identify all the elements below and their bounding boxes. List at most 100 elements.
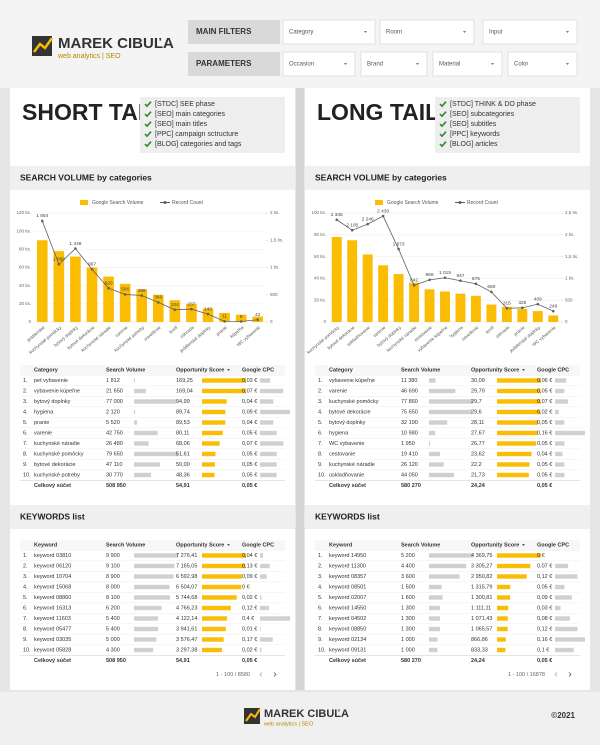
row-index: 6. xyxy=(318,430,323,436)
cell-bar xyxy=(497,462,530,467)
cell-value: 0,05 € xyxy=(242,430,257,436)
point xyxy=(90,267,94,271)
data-label: 11 xyxy=(222,314,227,320)
dropdown[interactable] xyxy=(482,19,578,45)
cell-value: 0,02 € xyxy=(242,595,257,601)
cell-value: 1 300,81 xyxy=(471,595,492,601)
point xyxy=(428,278,431,282)
cell-value: 3 941,61 xyxy=(176,626,197,632)
row-index: 1. xyxy=(318,553,323,559)
bar xyxy=(331,236,342,322)
cell-value: 866,86 xyxy=(471,637,488,643)
pager-next[interactable] xyxy=(273,672,277,677)
column-header: Opportunity Score xyxy=(176,367,224,373)
cell-value: 1 500 xyxy=(401,584,415,590)
point xyxy=(256,318,260,322)
logo-line xyxy=(245,708,261,722)
pager-prev[interactable] xyxy=(259,672,263,677)
dropdown-label: Color xyxy=(514,62,528,68)
legend-label: Record Count xyxy=(172,200,203,206)
bar xyxy=(378,265,389,322)
cell-bar xyxy=(260,553,263,558)
cell-bar xyxy=(497,626,508,632)
y-tick-label: 100 tis. xyxy=(311,210,326,215)
cell-value: 21 650 xyxy=(106,388,123,394)
total-value: 0,05 € xyxy=(242,483,257,489)
column-header: Opportunity Score xyxy=(471,542,519,548)
cell-bar xyxy=(260,409,290,415)
data-label: 224 xyxy=(171,302,179,308)
cell-bar xyxy=(134,626,158,632)
y-tick-label: 0 xyxy=(28,319,31,324)
cell-value: 0,09 € xyxy=(242,574,257,580)
cell-value: 50,00 xyxy=(176,462,190,468)
cell-bar xyxy=(134,399,177,404)
bar xyxy=(470,295,481,322)
dropdown[interactable] xyxy=(360,51,428,77)
cell-value: 1 315,79 xyxy=(471,584,492,590)
y-tick-label: 40 tis. xyxy=(314,276,326,281)
cell-bar xyxy=(429,441,431,446)
pager-prev[interactable] xyxy=(554,672,558,677)
brand: MAREK CIBUĽA xyxy=(264,708,349,720)
point xyxy=(190,307,193,311)
section-title: KEYWORDS list xyxy=(315,511,380,521)
cell-value: 9 900 xyxy=(106,553,120,559)
cell-value: 0,12 € xyxy=(537,626,552,632)
cell-bar xyxy=(202,430,223,436)
cell-value: 0,07 € xyxy=(537,563,552,569)
cell-bar xyxy=(555,584,565,590)
cell-bar xyxy=(202,647,222,653)
point xyxy=(536,302,540,306)
bar xyxy=(103,276,114,322)
cell-value: 169,04 xyxy=(176,388,193,394)
cell-bar xyxy=(134,595,170,600)
cell-bar xyxy=(555,647,574,653)
dropdown-arrow xyxy=(566,63,569,65)
cell-value: 68,06 xyxy=(176,441,190,447)
pager-next[interactable] xyxy=(568,672,572,677)
cell-bar xyxy=(497,553,541,558)
row-index: 7. xyxy=(318,441,323,447)
check-icon xyxy=(439,131,447,138)
total-value: 508 950 xyxy=(106,658,126,664)
cell-value: 0,02 € xyxy=(242,647,257,653)
dropdown[interactable] xyxy=(282,51,356,77)
cell-bar xyxy=(555,378,567,383)
cell-bar xyxy=(260,563,270,569)
row-name: hygiena xyxy=(34,409,54,415)
column-header: Opportunity Score xyxy=(176,542,224,548)
cell-value: 5 400 xyxy=(106,626,120,632)
check-icon xyxy=(144,101,152,108)
legend-swatch xyxy=(375,200,383,205)
bar xyxy=(409,282,420,322)
point xyxy=(239,320,243,323)
dropdown-arrow xyxy=(344,63,347,65)
dropdown[interactable] xyxy=(432,51,503,77)
data-label: 1 673 xyxy=(393,241,405,247)
dropdown-arrow xyxy=(416,63,419,65)
cell-value: 0,4 € xyxy=(242,616,254,622)
row-index: 2. xyxy=(23,388,28,394)
logo-icon xyxy=(244,708,260,724)
point xyxy=(140,294,144,297)
row-name: varenie xyxy=(329,388,347,394)
dropdown[interactable] xyxy=(282,19,376,45)
row-index: 1. xyxy=(23,378,28,384)
row-name: keyword 16313 xyxy=(34,605,71,611)
dropdown[interactable] xyxy=(507,51,578,77)
row-name: vybavenie kúpeľne xyxy=(329,378,375,384)
cell-value: 8 000 xyxy=(106,584,120,590)
cell-value: 47 110 xyxy=(106,462,122,468)
cell-bar xyxy=(134,647,154,653)
total-value: 580 270 xyxy=(401,658,421,664)
dropdown[interactable] xyxy=(379,19,475,45)
section-title: KEYWORDS list xyxy=(20,511,85,521)
cell-value: 4 300 xyxy=(106,647,120,653)
cell-bar xyxy=(202,563,246,569)
cell-bar xyxy=(497,637,506,642)
cell-bar xyxy=(497,605,509,611)
row-name: bytový doplnky xyxy=(34,399,71,405)
cell-bar xyxy=(429,595,443,600)
checklist-item: [STDC] THINK & DO phase xyxy=(450,101,536,108)
